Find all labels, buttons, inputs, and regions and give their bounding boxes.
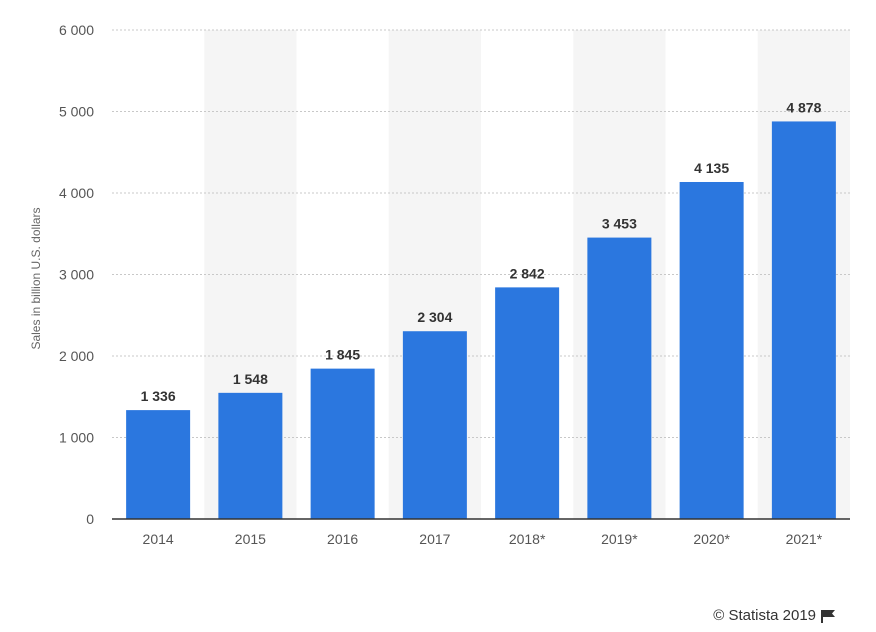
bar[interactable]: [495, 287, 560, 519]
x-tick-label: 2019*: [601, 531, 638, 547]
bar-value-label: 1 845: [325, 347, 360, 363]
bar[interactable]: [126, 410, 191, 519]
y-tick-label: 1 000: [59, 430, 94, 446]
y-tick-label: 4 000: [59, 185, 94, 201]
y-tick-label: 0: [86, 511, 94, 527]
x-tick-label: 2017: [419, 531, 450, 547]
bar-value-label: 4 878: [786, 99, 821, 115]
bar-value-label: 3 453: [602, 216, 637, 232]
gridlines: [112, 29, 850, 438]
bars: [126, 121, 836, 520]
bar[interactable]: [679, 181, 744, 519]
bar-value-label: 2 304: [417, 309, 452, 325]
y-tick-label: 6 000: [59, 22, 94, 38]
bar-value-label: 1 336: [141, 388, 176, 404]
y-tick-label: 5 000: [59, 104, 94, 120]
x-tick-label: 2020*: [693, 531, 730, 547]
bar[interactable]: [218, 392, 283, 519]
y-tick-label: 3 000: [59, 267, 94, 283]
bar[interactable]: [402, 331, 467, 519]
bar-value-label: 2 842: [510, 265, 545, 281]
x-tick-label: 2021*: [786, 531, 823, 547]
bar[interactable]: [771, 121, 836, 520]
y-axis-label: Sales in billion U.S. dollars: [29, 207, 43, 349]
x-tick-label: 2015: [235, 531, 266, 547]
y-tick-label: 2 000: [59, 348, 94, 364]
credit[interactable]: © Statista 2019: [713, 607, 836, 624]
x-tick-label: 2014: [143, 531, 174, 547]
x-tick-label: 2016: [327, 531, 358, 547]
value-labels: 1 336 1 548 1 845 2 304 2 842 3 453 4 135 4 878: [141, 99, 822, 404]
x-axis-ticks: 2014 2015 2016 2017 2018* 2019* 2020* 2021*: [143, 531, 823, 547]
bar-value-label: 4 135: [694, 160, 729, 176]
bar-value-label: 1 548: [233, 371, 268, 387]
x-tick-label: 2018*: [509, 531, 546, 547]
bar[interactable]: [587, 237, 652, 519]
y-axis-ticks: 0 1 000 2 000 3 000 4 000 5 000 6 000: [59, 22, 94, 527]
credit-text: © Statista 2019: [713, 607, 816, 624]
flag-icon[interactable]: [820, 609, 836, 623]
bar[interactable]: [310, 368, 375, 519]
